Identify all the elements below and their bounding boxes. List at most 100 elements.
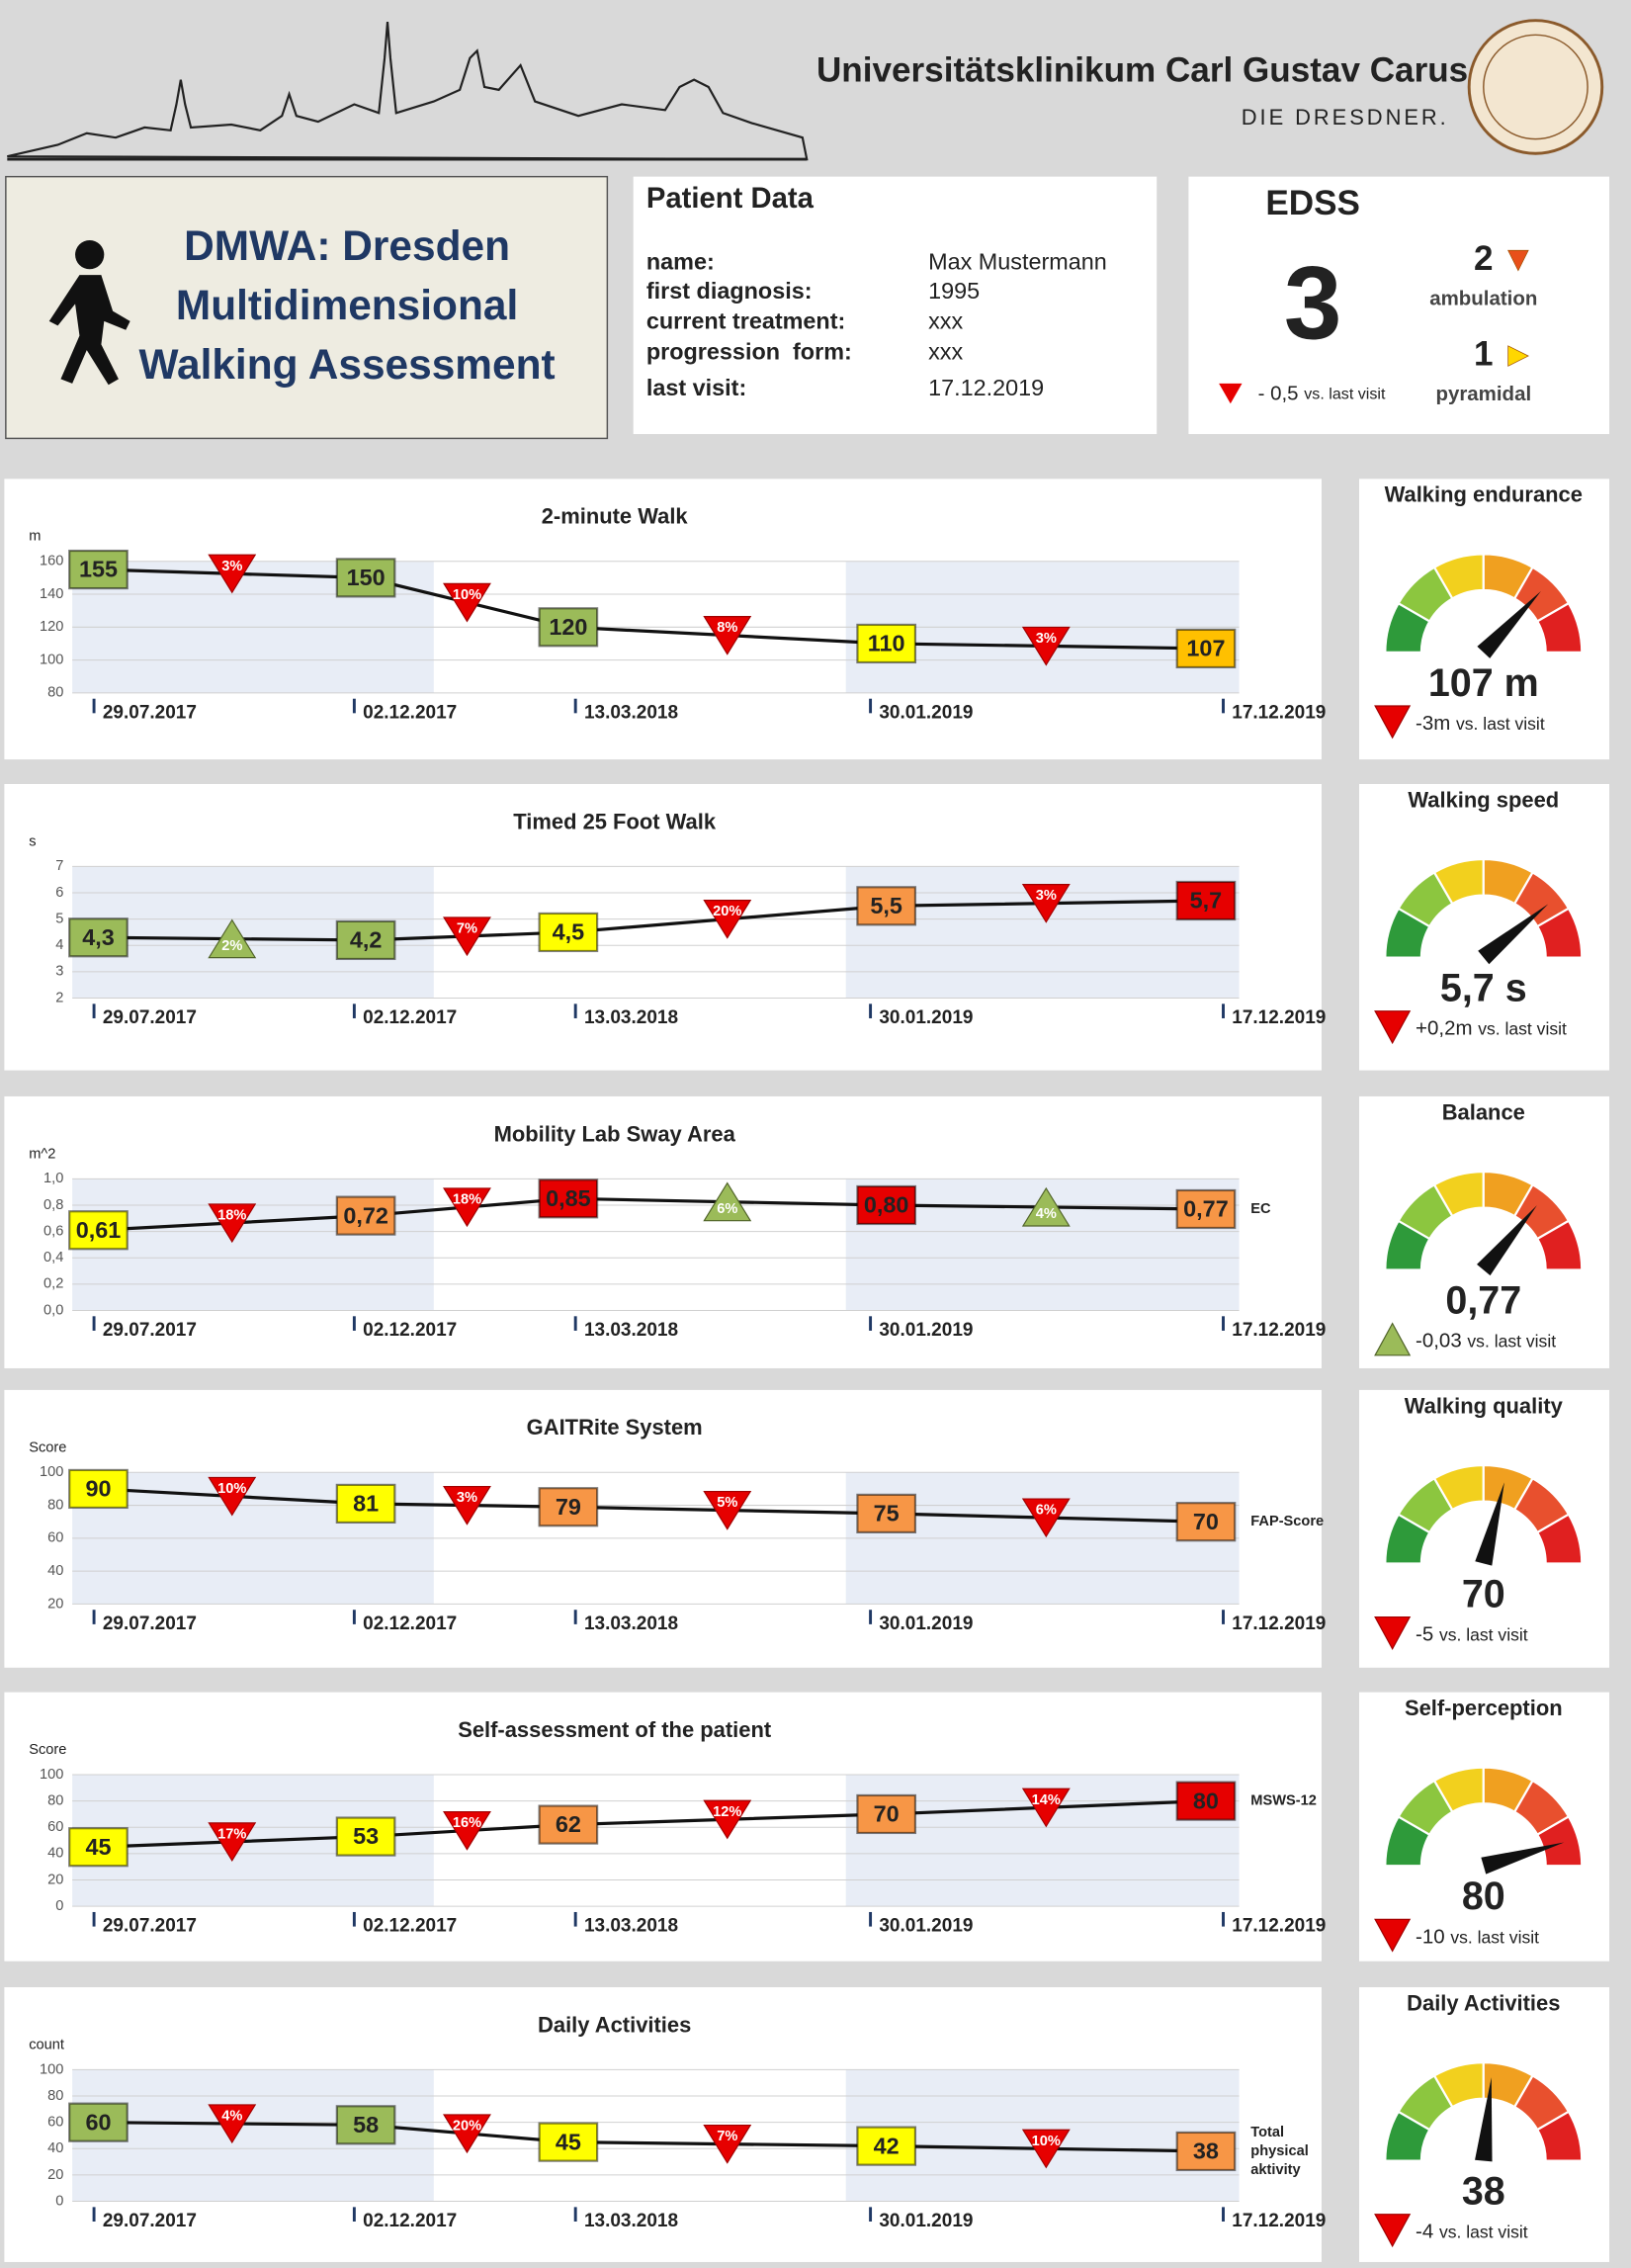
value-label: 4,5	[553, 919, 585, 945]
edss-change: - 0,5 vs. last visit	[1258, 383, 1386, 405]
y-tick-label: 20	[47, 1596, 63, 1612]
y-axis-label: Score	[29, 1742, 66, 1758]
gauge-change-value: -5	[1416, 1623, 1433, 1646]
gauge-title: Walking quality	[1405, 1393, 1564, 1418]
change-indicator	[703, 616, 752, 655]
x-tick-label: 29.07.2017	[103, 1007, 197, 1028]
change-label: 10%	[453, 587, 481, 603]
gauge-needle	[1477, 591, 1541, 658]
value-box	[335, 1195, 396, 1236]
value-label: 58	[353, 2112, 379, 2137]
x-tick-label: 30.01.2019	[879, 702, 973, 723]
value-label: 70	[874, 1801, 900, 1827]
change-indicator	[208, 1203, 257, 1244]
value-label: 4,3	[82, 924, 115, 950]
gauge-value: 70	[1462, 1573, 1505, 1616]
edss-value: 3	[1284, 245, 1342, 361]
x-tick-label: 30.01.2019	[879, 2211, 973, 2231]
gauge-value: 5,7 s	[1440, 967, 1527, 1010]
value-box	[856, 1793, 917, 1835]
gauge-change-icon	[1374, 1615, 1412, 1650]
patient-label: progression form:	[646, 338, 852, 364]
x-tick-label: 13.03.2018	[584, 1007, 678, 1028]
edss-title: EDSS	[1265, 184, 1360, 222]
chart-title: Mobility Lab Sway Area	[494, 1121, 736, 1146]
y-tick-label: 5	[55, 911, 63, 926]
value-box	[335, 1483, 396, 1525]
y-tick-label: 140	[40, 586, 63, 602]
edss-subscore-value: 2	[1474, 239, 1494, 278]
edss-subscore-value: 1	[1474, 334, 1494, 373]
patient-value: 1995	[928, 278, 980, 304]
patient-label: name:	[646, 249, 715, 275]
gauge-title: Walking speed	[1408, 787, 1559, 812]
y-tick-label: 80	[47, 2088, 63, 2104]
value-box	[1175, 1502, 1237, 1542]
y-tick-label: 100	[40, 2061, 63, 2077]
gauge-change-value: -10	[1416, 1926, 1445, 1949]
gauge-segment	[1535, 907, 1584, 959]
x-tick-label: 02.12.2017	[363, 1916, 457, 1937]
x-tick-label: 17.12.2019	[1232, 2211, 1326, 2231]
x-tick-label: 17.12.2019	[1232, 1320, 1326, 1341]
value-box	[538, 1487, 599, 1527]
value-label: 90	[85, 1476, 111, 1502]
y-tick-label: 3	[55, 964, 63, 980]
y-tick-label: 0,2	[43, 1276, 63, 1292]
gauge-title: Daily Activities	[1407, 1990, 1560, 2015]
change-label: 10%	[217, 1481, 246, 1497]
y-tick-label: 1,0	[43, 1171, 63, 1186]
gauge-title: Walking endurance	[1385, 482, 1583, 507]
y-axis-label: s	[29, 833, 36, 849]
gauge-change-icon	[1374, 1322, 1412, 1356]
value-box	[68, 1468, 129, 1510]
value-box	[856, 623, 917, 664]
value-box	[1175, 2131, 1237, 2172]
edss-subscore-trend	[1507, 249, 1529, 272]
gauge-needle	[1478, 904, 1549, 965]
institution: Universitätsklinikum Carl Gustav Carus	[816, 51, 1468, 90]
change-indicator	[443, 2114, 491, 2154]
gauge-change-note: vs. last visit	[1450, 1927, 1539, 1947]
patient-value: xxx	[928, 308, 963, 334]
gauge-change-value: -4	[1416, 2221, 1433, 2243]
change-label: 4%	[1036, 1206, 1057, 1222]
patient-label: last visit:	[646, 375, 746, 400]
x-tick-label: 17.12.2019	[1232, 1916, 1326, 1937]
series-label: aktivity	[1250, 2162, 1301, 2178]
gauge-segment	[1535, 601, 1584, 654]
y-tick-label: 0,4	[43, 1250, 63, 1265]
y-tick-label: 7	[55, 858, 63, 874]
change-label: 4%	[221, 2109, 242, 2125]
gauge-change: -10 vs. last visit	[1416, 1926, 1539, 1949]
gauge-needle	[1475, 1482, 1504, 1566]
change-indicator	[1021, 1186, 1071, 1227]
change-label: 17%	[217, 1826, 246, 1842]
value-box	[335, 1816, 396, 1857]
y-axis-label: Score	[29, 1439, 66, 1455]
change-label: 3%	[457, 1490, 477, 1506]
gauge-change: +0,2m vs. last visit	[1416, 1017, 1567, 1040]
gauge-change-note: vs. last visit	[1439, 1624, 1528, 1644]
value-label: 5,7	[1190, 888, 1223, 914]
y-tick-label: 2	[55, 990, 63, 1005]
edss-subscore-trend	[1507, 345, 1529, 367]
patient-value: 17.12.2019	[928, 375, 1044, 400]
value-label: 62	[556, 1811, 581, 1837]
gauge-change-icon	[1374, 2214, 1412, 2248]
x-tick-label: 02.12.2017	[363, 1007, 457, 1028]
dashboard-title: Walking Assessment	[139, 341, 556, 388]
y-tick-label: 100	[40, 1767, 63, 1783]
value-label: 0,80	[864, 1192, 909, 1218]
edss-subscore-label: ambulation	[1429, 287, 1537, 309]
gauge-segment	[1535, 2110, 1584, 2162]
x-tick-label: 13.03.2018	[584, 1614, 678, 1634]
value-box	[335, 2105, 396, 2145]
change-label: 2%	[221, 938, 242, 954]
gauge-change-icon	[1374, 1010, 1412, 1045]
chart-title: Daily Activities	[538, 2012, 691, 2037]
change-label: 18%	[217, 1207, 246, 1223]
value-box	[538, 1178, 599, 1219]
